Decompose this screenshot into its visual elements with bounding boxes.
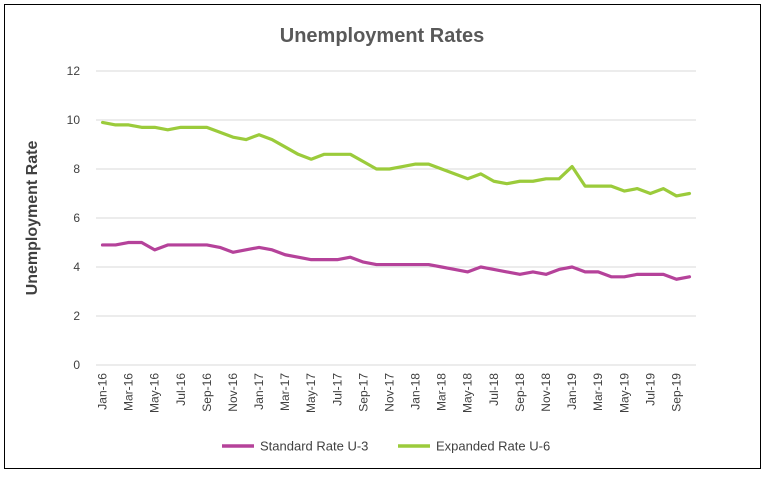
x-tick-label: May-16 — [148, 373, 162, 413]
y-tick-label: 8 — [73, 162, 80, 176]
x-tick-label: Jul-16 — [174, 373, 188, 406]
x-tick-label: Jul-17 — [330, 373, 344, 406]
legend-label: Standard Rate U-3 — [260, 439, 368, 454]
x-tick-label: Jan-17 — [252, 373, 266, 410]
x-tick-label: Jul-18 — [487, 373, 501, 406]
x-tick-label: Jul-19 — [643, 373, 657, 406]
y-tick-label: 12 — [67, 64, 81, 78]
legend-label: Expanded Rate U-6 — [436, 439, 550, 454]
chart-frame — [4, 4, 761, 469]
x-tick-label: Jan-18 — [409, 373, 423, 410]
x-tick-label: Sep-17 — [356, 373, 370, 412]
series-line-u3 — [100, 240, 692, 281]
series-line-u6 — [100, 120, 692, 198]
y-tick-labels: 0 2 4 6 8 10 12 — [67, 64, 81, 372]
chart-title: Unemployment Rates — [280, 25, 485, 47]
x-tick-label: Jan-19 — [565, 373, 579, 410]
y-tick-label: 4 — [73, 260, 80, 274]
x-tick-label: Mar-18 — [435, 373, 449, 411]
legend: Standard Rate U-3 Expanded Rate U-6 — [222, 439, 550, 454]
x-tick-label: Sep-16 — [200, 373, 214, 412]
y-tick-label: 10 — [67, 113, 81, 127]
x-tick-label: Mar-19 — [591, 373, 605, 411]
x-tick-labels: Jan-16 Mar-16 May-16 Jul-16 Sep-16 Nov-16 Jan-… — [96, 373, 684, 413]
y-axis-label: Unemployment Rate — [24, 141, 41, 296]
x-tick-label: May-18 — [461, 373, 475, 413]
x-tick-label: Nov-18 — [539, 373, 553, 412]
x-tick-label: May-17 — [304, 373, 318, 413]
series-lines — [100, 120, 692, 281]
x-tick-label: Nov-16 — [226, 373, 240, 412]
x-tick-label: Jan-16 — [96, 373, 110, 410]
y-tick-label: 2 — [73, 309, 80, 323]
x-tick-label: May-19 — [617, 373, 631, 413]
x-tick-label: Sep-18 — [513, 373, 527, 412]
gridlines — [96, 70, 696, 366]
x-tick-label: Mar-17 — [278, 373, 292, 411]
y-tick-label: 0 — [73, 358, 80, 372]
y-tick-label: 6 — [73, 211, 80, 225]
x-tick-label: Nov-17 — [382, 373, 396, 412]
x-tick-label: Sep-19 — [669, 373, 683, 412]
x-tick-label: Mar-16 — [122, 373, 136, 411]
